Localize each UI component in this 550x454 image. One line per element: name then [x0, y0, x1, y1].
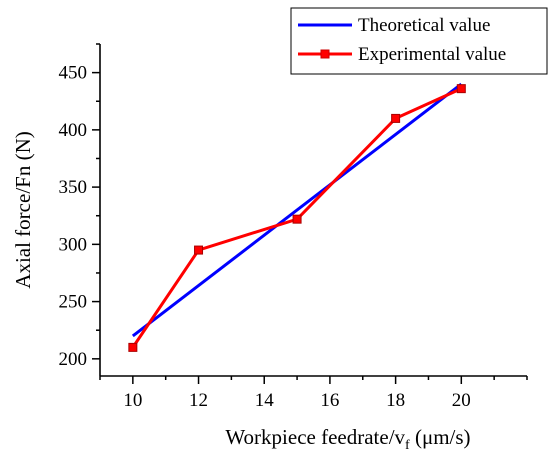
y-tick-label: 350 [59, 177, 88, 198]
y-tick-label: 450 [59, 63, 88, 84]
y-tick-label: 200 [59, 349, 88, 370]
x-tick-label: 14 [255, 390, 275, 411]
x-axis-title: Workpiece feedrate/vf (μm/s) [225, 425, 470, 453]
legend-swatch-experimental-marker [320, 49, 330, 59]
data-point-experimental [128, 342, 138, 352]
x-axis-title-subscript: f [405, 438, 410, 453]
x-tick-label: 20 [452, 390, 471, 411]
legend-box [290, 7, 548, 75]
x-axis-ticks: 10 12 14 16 18 20 [99, 376, 528, 411]
legend-label-experimental: Experimental value [358, 44, 506, 65]
legend-label-theoretical: Theoretical value [358, 15, 490, 36]
x-axis-title-unit: (μm/s) [410, 425, 471, 449]
y-tick-label: 250 [59, 292, 88, 313]
y-tick-label: 400 [59, 120, 88, 141]
data-point-experimental [292, 214, 302, 224]
plot-frame [99, 44, 527, 377]
y-axis-title: Axial force/Fn (N) [11, 131, 35, 288]
series-layer [128, 82, 466, 352]
data-point-experimental [391, 113, 401, 123]
y-axis-ticks: 200 250 300 350 400 450 [59, 43, 100, 370]
legend: Theoretical value Experimental value [290, 7, 548, 75]
y-tick-label: 300 [59, 234, 88, 255]
x-tick-label: 16 [320, 390, 339, 411]
x-tick-label: 18 [386, 390, 405, 411]
x-tick-label: 12 [189, 390, 208, 411]
series-line-theoretical [131, 82, 463, 338]
x-tick-label: 10 [123, 390, 142, 411]
x-axis-title-main: Workpiece feedrate/v [225, 425, 405, 449]
data-point-experimental [194, 245, 204, 255]
data-point-experimental [456, 84, 466, 94]
